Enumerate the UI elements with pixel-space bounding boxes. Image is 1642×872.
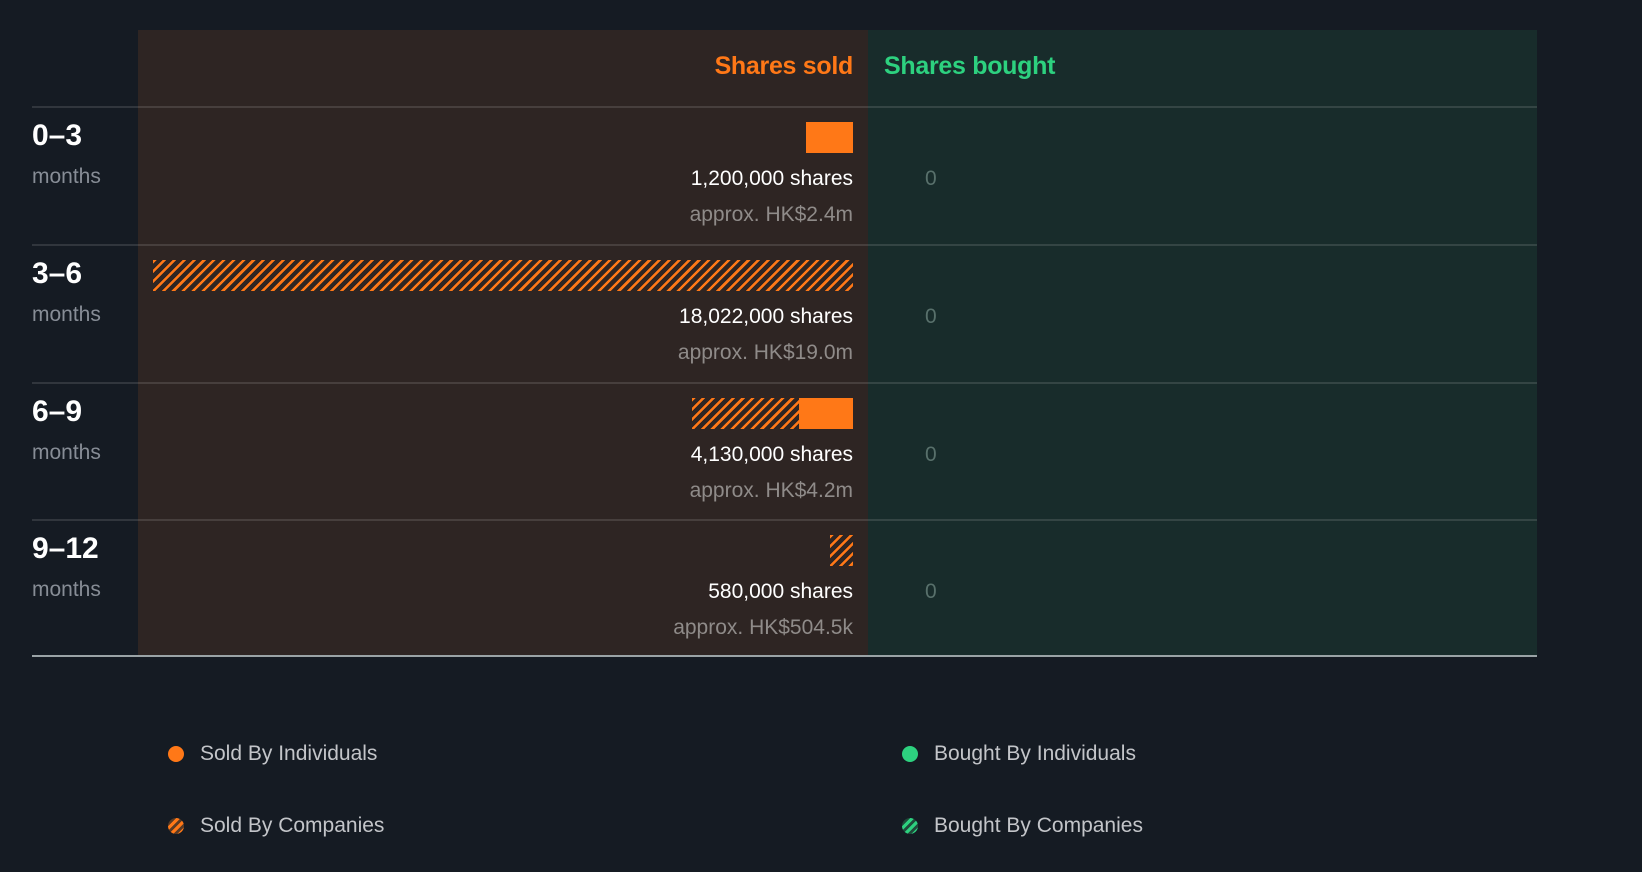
shares-bought-header: Shares bought [884,52,1056,80]
green-dot-icon [902,746,918,762]
period-label: 9–12 [32,532,99,565]
sold-by-individuals-bar[interactable] [799,398,853,429]
green-hatched-dot-icon [902,818,918,834]
sold-by-companies-bar[interactable] [830,535,853,566]
sold-by-companies-bar[interactable] [153,260,853,291]
sold-bar[interactable] [153,260,853,291]
shares-sold-count: 580,000 shares [708,580,853,603]
legend-label: Sold By Companies [200,814,385,837]
legend-sold-by-individuals[interactable]: Sold By Individuals [168,742,377,766]
period-unit: months [32,441,101,464]
legend-bought-by-individuals[interactable]: Bought By Individuals [902,742,1136,766]
sold-bar[interactable] [830,535,853,566]
shares-sold-count: 4,130,000 shares [690,443,853,466]
sold-by-companies-bar[interactable] [692,398,799,429]
period-row-9-12: 9–12 months 580,000 shares approx. HK$50… [0,520,1642,657]
orange-dot-icon [168,746,184,762]
row-divider [32,244,1537,246]
legend-sold-by-companies[interactable]: Sold By Companies [168,814,384,838]
row-divider [32,106,1537,108]
shares-bought-count: 0 [925,580,937,603]
chart-baseline [32,655,1537,657]
period-label: 3–6 [32,257,83,290]
legend-label: Bought By Companies [934,814,1143,837]
shares-bought-count: 0 [925,443,937,466]
orange-hatched-dot-icon [168,818,184,834]
legend-label: Bought By Individuals [934,742,1136,765]
shares-sold-panel [138,30,868,656]
period-unit: months [32,165,101,188]
shares-sold-count: 1,200,000 shares [690,167,853,190]
shares-sold-value: approx. HK$4.2m [689,479,853,502]
legend-bought-by-companies[interactable]: Bought By Companies [902,814,1143,838]
period-row-6-9: 6–9 months 4,130,000 shares approx. HK$4… [0,383,1642,520]
shares-sold-value: approx. HK$19.0m [677,341,853,364]
sold-by-individuals-bar[interactable] [806,122,853,153]
period-row-3-6: 3–6 months 18,022,000 shares approx. HK$… [0,245,1642,382]
sold-bar[interactable] [806,122,853,153]
shares-sold-value: approx. HK$504.5k [673,616,853,639]
shares-bought-count: 0 [925,167,937,190]
period-row-0-3: 0–3 months 1,200,000 shares approx. HK$2… [0,107,1642,244]
period-label: 6–9 [32,395,83,428]
period-unit: months [32,578,101,601]
row-divider [32,519,1537,521]
row-divider [32,382,1537,384]
sold-bar[interactable] [692,398,853,429]
shares-bought-count: 0 [925,305,937,328]
period-label: 0–3 [32,119,83,152]
legend-label: Sold By Individuals [200,742,378,765]
shares-bought-panel [868,30,1537,656]
shares-sold-count: 18,022,000 shares [679,305,853,328]
shares-sold-value: approx. HK$2.4m [689,203,853,226]
period-unit: months [32,303,101,326]
shares-sold-header: Shares sold [714,52,854,80]
